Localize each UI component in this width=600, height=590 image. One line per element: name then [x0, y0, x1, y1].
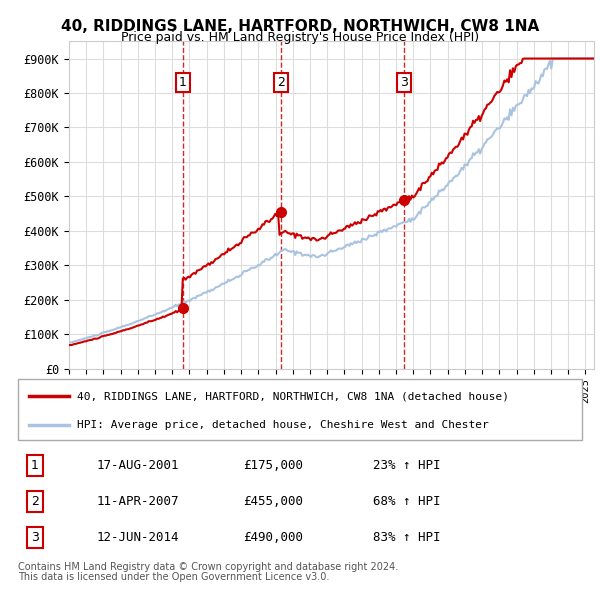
Text: Price paid vs. HM Land Registry's House Price Index (HPI): Price paid vs. HM Land Registry's House …: [121, 31, 479, 44]
Text: £490,000: £490,000: [244, 531, 304, 544]
Text: 3: 3: [31, 531, 39, 544]
Text: 23% ↑ HPI: 23% ↑ HPI: [373, 459, 441, 472]
Text: 83% ↑ HPI: 83% ↑ HPI: [373, 531, 441, 544]
Text: 17-AUG-2001: 17-AUG-2001: [97, 459, 179, 472]
Text: 2: 2: [277, 76, 284, 88]
Text: £455,000: £455,000: [244, 495, 304, 508]
Text: This data is licensed under the Open Government Licence v3.0.: This data is licensed under the Open Gov…: [18, 572, 329, 582]
Text: £175,000: £175,000: [244, 459, 304, 472]
Text: 68% ↑ HPI: 68% ↑ HPI: [373, 495, 441, 508]
Text: 11-APR-2007: 11-APR-2007: [97, 495, 179, 508]
Text: 40, RIDDINGS LANE, HARTFORD, NORTHWICH, CW8 1NA: 40, RIDDINGS LANE, HARTFORD, NORTHWICH, …: [61, 19, 539, 34]
Text: 12-JUN-2014: 12-JUN-2014: [97, 531, 179, 544]
Text: 40, RIDDINGS LANE, HARTFORD, NORTHWICH, CW8 1NA (detached house): 40, RIDDINGS LANE, HARTFORD, NORTHWICH, …: [77, 391, 509, 401]
Text: HPI: Average price, detached house, Cheshire West and Chester: HPI: Average price, detached house, Ches…: [77, 419, 489, 430]
Text: 2: 2: [31, 495, 39, 508]
Text: 1: 1: [31, 459, 39, 472]
Text: 1: 1: [179, 76, 187, 88]
Text: 3: 3: [400, 76, 408, 88]
Text: Contains HM Land Registry data © Crown copyright and database right 2024.: Contains HM Land Registry data © Crown c…: [18, 562, 398, 572]
FancyBboxPatch shape: [18, 379, 582, 440]
